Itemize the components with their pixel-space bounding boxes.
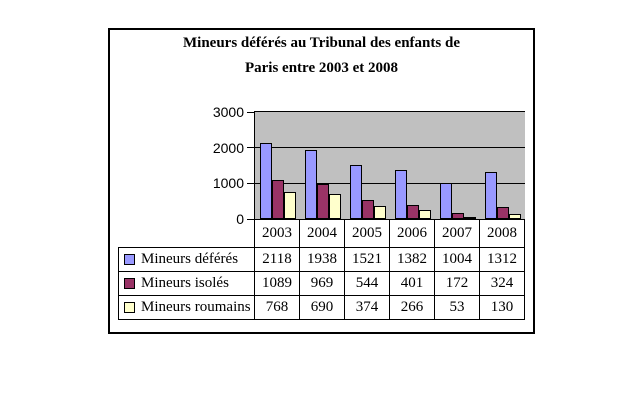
table-row: Mineurs déférés 2118 1938 1521 1382 1004 1312 [119,248,524,272]
year-cell: 2004 [300,220,345,247]
bar [464,217,476,219]
value-cell: 172 [435,272,480,295]
bar-group [480,112,525,219]
value-cell: 690 [300,296,345,319]
bar-group [255,112,300,219]
y-tick-label: 2000 [212,139,244,156]
bar [305,150,317,219]
value-cell: 2118 [255,248,300,271]
bar-group [345,112,390,219]
value-cell: 1089 [255,272,300,295]
bar [509,214,521,219]
bar [329,194,341,219]
bar [485,172,497,219]
value-cell: 266 [390,296,435,319]
bar [362,200,374,219]
value-cell: 53 [435,296,480,319]
bar-group [300,112,345,219]
y-tick-label: 3000 [212,104,244,120]
series-label: Mineurs roumains [141,299,251,315]
y-tick-mark [247,219,254,220]
chart-title: Mineurs déférés au Tribunal des enfants … [108,31,535,81]
data-table: Mineurs déférés 2118 1938 1521 1382 1004 1312 M… [118,247,525,320]
x-axis-year-row: 2003 2004 2005 2006 2007 2008 [254,220,525,247]
value-cell: 969 [300,272,345,295]
bar [497,207,509,219]
bar-groups [255,112,525,219]
series-label: Mineurs isolés [141,275,229,291]
bar-group [390,112,435,219]
value-cell: 1938 [300,248,345,271]
y-tick-mark [247,112,254,113]
bar-group [435,112,480,219]
value-cell: 768 [255,296,300,319]
value-cell: 1312 [487,251,517,267]
year-cell: 2005 [345,220,390,247]
value-cell: 401 [390,272,435,295]
bar [374,206,386,219]
bar [350,165,362,219]
value-cell: 374 [345,296,390,319]
bar [407,205,419,219]
year-cell: 2008 [487,225,517,241]
value-cell: 324 [490,275,514,291]
bar [440,183,452,219]
chart-title-line2: Paris entre 2003 et 2008 [244,60,399,76]
y-tick-mark [247,147,254,148]
legend-key-icon [124,254,135,265]
year-cell: 2003 [255,220,300,247]
bar [317,184,329,219]
value-cell: 1004 [435,248,480,271]
bar [284,192,296,219]
bar [260,143,272,219]
year-cell: 2007 [435,220,480,247]
bar [272,180,284,219]
bar [395,170,407,219]
plot-area [254,111,525,220]
series-label: Mineurs déférés [141,251,239,267]
gridline [255,183,525,184]
bar [452,213,464,219]
value-cell: 544 [345,272,390,295]
chart-title-line1: Mineurs déférés au Tribunal des enfants … [183,35,460,51]
series-label-cell: Mineurs déférés [119,248,255,271]
series-label-cell: Mineurs roumains [119,296,255,319]
gridline [255,147,525,148]
legend-key-icon [124,278,135,289]
year-cell: 2006 [390,220,435,247]
value-cell: 1521 [345,248,390,271]
value-cell: 130 [490,299,514,315]
value-cell: 1382 [390,248,435,271]
y-tick-mark [247,183,254,184]
y-tick-label: 0 [236,211,244,227]
series-label-cell: Mineurs isolés [119,272,255,295]
legend-key-icon [124,302,135,313]
y-tick-label: 1000 [212,175,244,192]
bar [419,210,431,219]
table-row: Mineurs isolés 1089 969 544 401 172 324 [119,272,524,296]
table-row: Mineurs roumains 768 690 374 266 53 130 [119,296,524,319]
